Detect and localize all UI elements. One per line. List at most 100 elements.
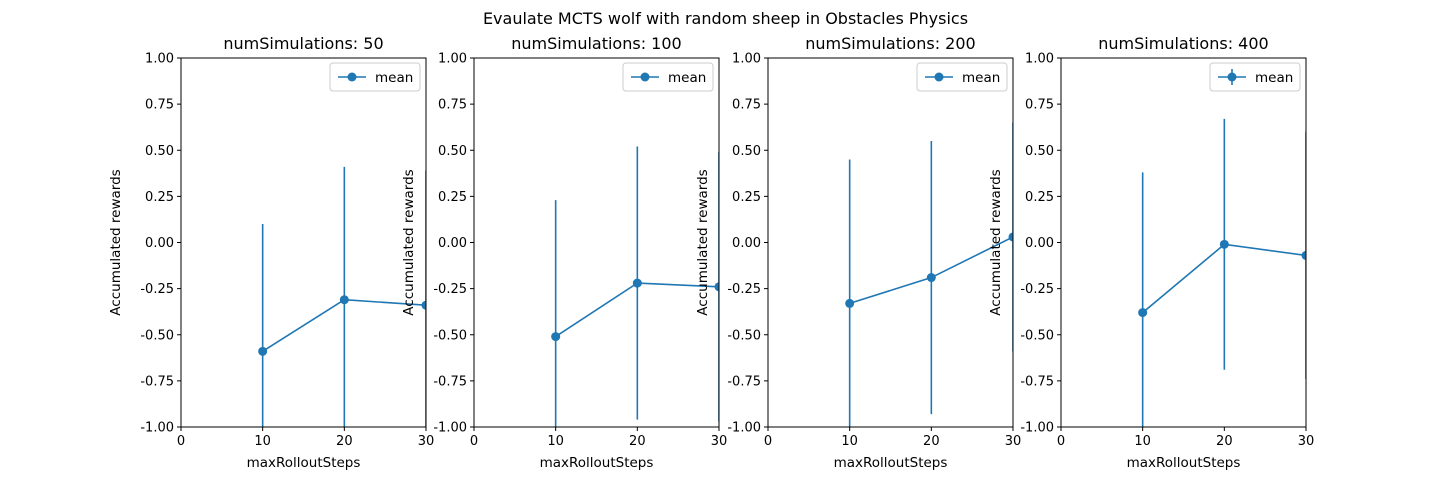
x-tick-label: 10 — [841, 434, 858, 449]
data-point — [1138, 308, 1148, 318]
y-tick-label: 0.50 — [145, 144, 174, 159]
legend: mean — [329, 62, 421, 92]
subplots: numSimulations: 50 -1.00 -0.75 -0.50 -0.25 0.… — [108, 34, 1314, 471]
data-point — [714, 282, 719, 292]
y-tick-label: -0.25 — [140, 282, 174, 297]
y-tick-label: 0.50 — [732, 144, 761, 159]
subplot-title: numSimulations: 100 — [511, 34, 681, 53]
x-axis-label: maxRolloutSteps — [834, 455, 948, 471]
axes-frame — [180, 57, 427, 428]
y-tick-label: 0.75 — [732, 98, 761, 113]
plot-area — [258, 166, 426, 427]
plot-area — [1138, 118, 1306, 427]
data-point — [339, 295, 349, 305]
y-tick-label: -0.75 — [1020, 374, 1054, 389]
legend-label: mean — [668, 70, 706, 86]
y-tick-label: 0.25 — [438, 190, 467, 205]
y-tick-label: -0.75 — [727, 374, 761, 389]
y-tick-label: 1.00 — [1025, 52, 1054, 67]
y-tick-label: -0.25 — [1020, 282, 1054, 297]
legend-marker — [640, 72, 650, 82]
x-tick-label: 0 — [470, 434, 478, 449]
y-tick-label: -0.50 — [727, 328, 761, 343]
x-tick-label: 10 — [1134, 434, 1151, 449]
subplot-4: numSimulations: 400 -1.00 -0.75 -0.50 -0.25 0… — [988, 34, 1314, 471]
y-tick-label: 0.00 — [438, 236, 467, 251]
x-tick-label: 10 — [254, 434, 271, 449]
legend-frame — [916, 62, 1008, 92]
x-axis-label: maxRolloutSteps — [540, 455, 654, 471]
x-tick-label: 20 — [923, 434, 940, 449]
y-tick-label: 0.75 — [145, 98, 174, 113]
data-point — [632, 278, 642, 288]
subplot-title: numSimulations: 50 — [223, 34, 383, 53]
legend: mean — [622, 62, 714, 92]
subplot-title: numSimulations: 200 — [805, 34, 975, 53]
y-tick-label: 0.75 — [438, 98, 467, 113]
data-point — [1219, 239, 1229, 249]
legend-marker — [934, 72, 944, 82]
axes-frame — [767, 57, 1014, 428]
x-tick-label: 30 — [1298, 434, 1315, 449]
x-tick-label: 0 — [1057, 434, 1065, 449]
y-tick-label: 0.25 — [1025, 190, 1054, 205]
y-tick-label: -0.50 — [433, 328, 467, 343]
data-point — [1008, 232, 1013, 242]
y-tick-label: -0.75 — [433, 374, 467, 389]
y-tick-label: 0.50 — [438, 144, 467, 159]
y-tick-label: 0.00 — [145, 236, 174, 251]
y-tick-label: 1.00 — [438, 52, 467, 67]
x-tick-label: 30 — [711, 434, 728, 449]
subplot-3: numSimulations: 200 -1.00 -0.75 -0.50 -0.25 0… — [695, 34, 1021, 471]
x-tick-label: 30 — [418, 434, 435, 449]
legend-marker — [1227, 72, 1237, 82]
data-point — [1301, 250, 1306, 260]
y-tick-label: -1.00 — [1020, 421, 1054, 436]
y-tick-label: -1.00 — [140, 421, 174, 436]
data-point — [926, 273, 936, 283]
x-tick-label: 20 — [629, 434, 646, 449]
data-point — [421, 300, 426, 310]
axes-frame — [473, 57, 720, 428]
y-tick-label: -0.25 — [433, 282, 467, 297]
x-tick-label: 0 — [177, 434, 185, 449]
y-tick-label: 0.25 — [732, 190, 761, 205]
y-tick-label: -0.75 — [140, 374, 174, 389]
legend-label: mean — [962, 70, 1000, 86]
figure-suptitle: Evaulate MCTS wolf with random sheep in … — [483, 9, 968, 28]
legend: mean — [1209, 62, 1301, 92]
y-axis-label: Accumulated rewards — [695, 169, 711, 315]
y-axis-label: Accumulated rewards — [108, 169, 124, 315]
legend: mean — [916, 62, 1008, 92]
y-tick-label: -1.00 — [433, 421, 467, 436]
y-axis-label: Accumulated rewards — [401, 169, 417, 315]
x-tick-label: 0 — [764, 434, 772, 449]
x-tick-label: 30 — [1005, 434, 1022, 449]
legend-frame — [329, 62, 421, 92]
y-tick-label: -0.50 — [140, 328, 174, 343]
y-tick-label: 0.25 — [145, 190, 174, 205]
plot-area — [845, 122, 1013, 427]
legend-frame — [622, 62, 714, 92]
data-point — [258, 346, 268, 356]
y-tick-label: 1.00 — [732, 52, 761, 67]
y-tick-label: -1.00 — [727, 421, 761, 436]
y-axis-label: Accumulated rewards — [988, 169, 1004, 315]
x-axis-label: maxRolloutSteps — [1127, 455, 1241, 471]
y-tick-label: 1.00 — [145, 52, 174, 67]
y-tick-label: 0.00 — [1025, 236, 1054, 251]
legend-label: mean — [375, 70, 413, 86]
y-tick-label: 0.00 — [732, 236, 761, 251]
y-tick-label: -0.25 — [727, 282, 761, 297]
data-point — [551, 332, 561, 342]
y-tick-label: 0.50 — [1025, 144, 1054, 159]
x-tick-label: 10 — [547, 434, 564, 449]
y-tick-label: -0.50 — [1020, 328, 1054, 343]
legend-marker — [347, 72, 357, 82]
subplot-2: numSimulations: 100 -1.00 -0.75 -0.50 -0.25 0… — [401, 34, 728, 471]
y-tick-label: 0.75 — [1025, 98, 1054, 113]
axes-frame — [1060, 57, 1307, 428]
subplot-title: numSimulations: 400 — [1098, 34, 1268, 53]
x-tick-label: 20 — [336, 434, 353, 449]
